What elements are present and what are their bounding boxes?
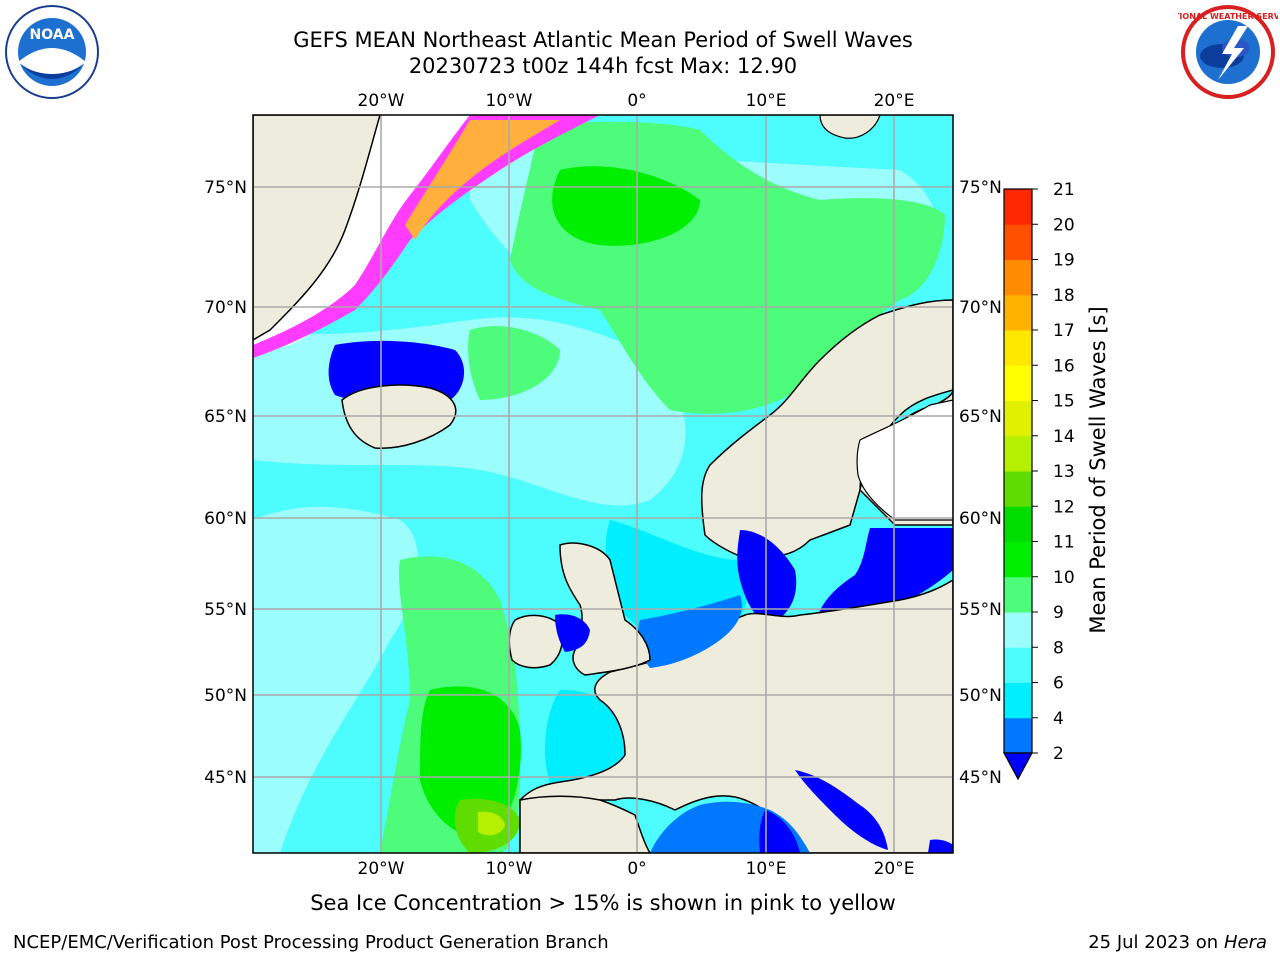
colorbar-segment [1004, 612, 1032, 648]
swell-zone-lt2 [928, 839, 953, 853]
map-panel [253, 115, 953, 853]
colorbar-tick-label: 18 [1053, 286, 1075, 306]
colorbar-segment [1004, 506, 1032, 542]
europe-land [519, 579, 953, 853]
map-frame [252, 114, 954, 854]
lat-label-right: 45°N [959, 768, 1002, 788]
nws-logo-text: NATIONAL WEATHER SERVICE [1178, 12, 1278, 21]
noaa-logo: NOAA [5, 5, 99, 99]
swell-zone-12-13 [478, 811, 505, 836]
lat-label-left: 50°N [204, 686, 247, 706]
colorbar-tick-label: 12 [1053, 497, 1075, 517]
colorbar: 2 4 6 8 9 10 11 12 13 14 15 16 17 18 19 20 21 [1002, 180, 1075, 781]
colorbar-tick-label: 16 [1053, 356, 1075, 376]
lon-label-top: 10°E [746, 91, 787, 111]
lat-label-left: 55°N [204, 600, 247, 620]
swell-zone-2-4 [638, 595, 742, 668]
colorbar-tick-label: 21 [1053, 180, 1075, 200]
colorbar-tick-label: 10 [1053, 568, 1075, 588]
colorbar-segment [1004, 400, 1032, 437]
footer-date-text: 25 Jul 2023 on [1088, 932, 1224, 953]
colorbar-segment [1004, 541, 1032, 578]
lat-label-left: 45°N [204, 768, 247, 788]
colorbar-segment [1004, 330, 1032, 366]
map-gridlines [253, 115, 953, 853]
sea-ice-edge [253, 115, 600, 358]
lat-label-right: 55°N [959, 600, 1002, 620]
colorbar-tick-label: 8 [1053, 638, 1064, 658]
colorbar-segment [1004, 647, 1032, 683]
lon-label-bottom: 10°W [486, 859, 533, 879]
chart-subtitle: 20230723 t00z 144h fcst Max: 12.90 [408, 54, 798, 78]
colorbar-segment [1004, 365, 1032, 401]
lon-label-bottom: 0° [627, 859, 646, 879]
lon-label-top: 20°E [874, 91, 915, 111]
colorbar-segment [1004, 435, 1032, 472]
colorbar-segment [1004, 189, 1032, 225]
colorbar-segment [1004, 294, 1032, 331]
swell-zone-lt2 [759, 810, 800, 853]
nws-logo: NATIONAL WEATHER SERVICE [1178, 5, 1278, 99]
footer-credit: NCEP/EMC/Verification Post Processing Pr… [13, 932, 609, 953]
lon-label-bottom: 20°E [874, 859, 915, 879]
lon-label-top: 10°W [486, 91, 533, 111]
ireland-land [508, 614, 563, 669]
colorbar-tick-label: 6 [1053, 674, 1064, 694]
swell-zone-8-9 [253, 506, 419, 853]
lat-label-left: 60°N [204, 509, 247, 529]
chart-title: GEFS MEAN Northeast Atlantic Mean Period… [293, 28, 913, 52]
lat-label-left: 65°N [204, 407, 247, 427]
lat-label-right: 75°N [959, 178, 1002, 198]
noaa-logo-text: NOAA [30, 27, 75, 43]
colorbar-segment [1004, 717, 1032, 754]
iberia-land [519, 795, 651, 853]
lat-label-right: 60°N [959, 509, 1002, 529]
swell-zone-lt2 [815, 528, 953, 625]
lon-label-bottom: 10°E [746, 859, 787, 879]
sea-ice-caption: Sea Ice Concentration > 15% is shown in … [310, 891, 896, 915]
colorbar-tick-label: 9 [1053, 603, 1064, 623]
footer-date: 25 Jul 2023 on Hera [1088, 932, 1267, 953]
greenland-land [253, 115, 381, 341]
svalbard-land [819, 115, 881, 139]
lat-label-left: 70°N [204, 298, 247, 318]
lon-label-top: 20°W [358, 91, 405, 111]
colorbar-tick-label: 14 [1053, 427, 1075, 447]
sea-ice-edge [405, 120, 560, 240]
colorbar-tick-label: 19 [1053, 251, 1075, 271]
colorbar-segment [1004, 682, 1032, 719]
colorbar-segment [1004, 471, 1032, 507]
lat-label-right: 65°N [959, 407, 1002, 427]
colorbar-label: Mean Period of Swell Waves [s] [1086, 306, 1110, 634]
colorbar-segment [1004, 576, 1032, 613]
lat-label-right: 50°N [959, 686, 1002, 706]
colorbar-tick-label: 13 [1053, 462, 1075, 482]
footer-host: Hera [1223, 932, 1267, 953]
colorbar-tick-label: 4 [1053, 709, 1064, 729]
swell-zone-lt2 [555, 614, 590, 652]
lat-label-left: 75°N [204, 178, 247, 198]
lon-label-top: 0° [627, 91, 646, 111]
colorbar-tick-label: 2 [1053, 744, 1064, 764]
colorbar-tick-label: 11 [1053, 533, 1075, 553]
swell-zone-10-11 [552, 166, 700, 246]
colorbar-segment [1004, 224, 1032, 260]
colorbar-tick-label: 20 [1053, 215, 1075, 235]
colorbar-segment [1004, 259, 1032, 296]
swell-zone-lt2 [795, 770, 888, 850]
swell-zone-9-10 [468, 326, 560, 400]
colorbar-tick-label: 15 [1053, 392, 1075, 412]
colorbar-tick-label: 17 [1053, 321, 1075, 341]
lat-label-right: 70°N [959, 298, 1002, 318]
lon-label-bottom: 20°W [358, 859, 405, 879]
colorbar-extend-arrow [1002, 752, 1034, 781]
